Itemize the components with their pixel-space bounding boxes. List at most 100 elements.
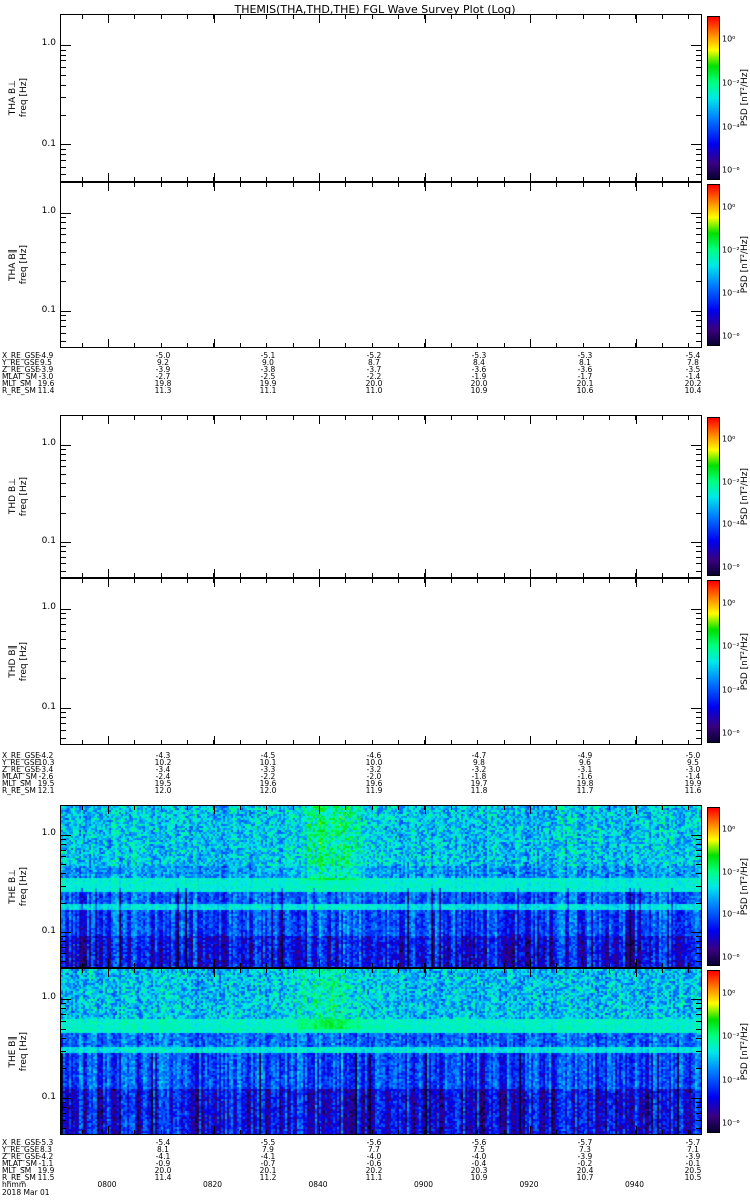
ephemeris-value: 9.5 xyxy=(687,758,699,767)
ephemeris-value: 19.9 xyxy=(37,1166,55,1175)
axis-tick xyxy=(239,15,241,19)
ephemeris-value: -5.4 xyxy=(155,1138,171,1147)
axis-tick xyxy=(696,618,701,620)
ephemeris-value: -2.2 xyxy=(260,772,276,781)
axis-tick xyxy=(61,332,66,334)
axis-tick xyxy=(556,343,558,347)
axis-tick xyxy=(345,416,347,420)
axis-tick xyxy=(81,15,83,19)
axis-tick xyxy=(61,84,66,86)
axis-tick xyxy=(61,474,66,476)
axis-tick xyxy=(319,339,320,347)
plot-area xyxy=(60,578,702,745)
axis-tick xyxy=(503,416,505,420)
axis-tick xyxy=(160,969,162,973)
axis-tick xyxy=(292,1130,294,1134)
spectrogram-image xyxy=(61,183,701,347)
axis-tick xyxy=(61,712,66,714)
axis-tick xyxy=(450,15,452,19)
y-tick-label-1p0: 1.0 xyxy=(41,38,56,49)
ephemeris-row-label: MLT_SM xyxy=(2,779,32,788)
axis-tick xyxy=(696,166,701,168)
ephemeris-row-label: Y_RE_GSE xyxy=(2,358,40,367)
axis-tick xyxy=(239,183,241,187)
colorbar-tick-2: 10⁻⁴ xyxy=(722,288,740,298)
axis-tick xyxy=(696,677,701,679)
ephemeris-value: 8.7 xyxy=(368,358,380,367)
axis-tick xyxy=(160,579,162,583)
axis-tick xyxy=(424,579,426,587)
axis-tick xyxy=(691,212,701,214)
panel-label: THE B⊥ xyxy=(7,869,18,904)
axis-tick xyxy=(609,806,611,810)
panel-label: THA B⊥ xyxy=(7,80,18,116)
axis-tick xyxy=(398,1130,400,1134)
axis-tick xyxy=(292,183,294,187)
colorbar-tick-1: 10⁻² xyxy=(722,1031,740,1041)
axis-tick xyxy=(266,963,268,967)
colorbar-tick-3: 10⁻⁶ xyxy=(722,728,740,738)
axis-tick xyxy=(691,44,701,46)
y-axis-label: freq [Hz] xyxy=(18,476,29,517)
colorbar-axis-label: PSD [nT²/Hz] xyxy=(739,14,750,182)
spectrogram-panel: THA B∥ freq [Hz] 1.0 0.1 10⁰ 10⁻² 10⁻⁴ 1… xyxy=(0,182,750,348)
axis-tick xyxy=(61,856,66,858)
axis-tick xyxy=(266,573,268,577)
axis-tick xyxy=(696,340,701,342)
ephemeris-value: 20.2 xyxy=(365,1166,383,1175)
axis-tick xyxy=(61,97,66,99)
axis-tick xyxy=(108,959,109,967)
axis-tick xyxy=(696,1119,701,1121)
axis-tick xyxy=(239,416,241,420)
colorbar-axis-label: PSD [nT²/Hz] xyxy=(739,968,750,1135)
axis-tick xyxy=(266,806,268,810)
ephemeris-value: -5.6 xyxy=(471,1138,487,1147)
ephemeris-value: -0.2 xyxy=(577,1159,593,1168)
axis-tick xyxy=(530,173,531,181)
colorbar-axis-label-text: PSD [nT²/Hz] xyxy=(739,632,750,691)
ephemeris-value: -0.6 xyxy=(366,1159,382,1168)
axis-tick xyxy=(556,963,558,967)
axis-tick xyxy=(134,740,136,744)
axis-tick xyxy=(266,969,268,973)
ephemeris-row: MLT_SM 19.6 19.8 19.9 20.0 20.0 20.1 20.2 xyxy=(0,380,750,388)
axis-tick xyxy=(345,740,347,744)
ephemeris-value: -3.1 xyxy=(577,765,593,774)
axis-tick xyxy=(635,173,637,181)
axis-tick xyxy=(424,416,426,424)
axis-tick xyxy=(556,416,558,420)
axis-tick xyxy=(582,1130,584,1134)
ephemeris-value: 11.6 xyxy=(684,786,702,795)
axis-tick xyxy=(696,546,701,548)
axis-tick xyxy=(424,1126,426,1134)
axis-tick xyxy=(61,495,66,497)
ephemeris-value: -5.6 xyxy=(366,1138,382,1147)
axis-tick xyxy=(696,1107,701,1109)
axis-tick xyxy=(661,963,663,967)
axis-tick xyxy=(635,806,637,814)
ephemeris-value: 7.3 xyxy=(579,1145,591,1154)
axis-tick xyxy=(81,969,83,973)
axis-tick xyxy=(61,563,66,565)
axis-tick xyxy=(61,54,66,56)
axis-tick xyxy=(477,343,479,347)
axis-tick xyxy=(345,1130,347,1134)
axis-tick xyxy=(696,717,701,719)
axis-tick xyxy=(398,579,400,583)
axis-tick xyxy=(696,217,701,219)
axis-tick xyxy=(696,660,701,662)
ephemeris-value: 9.0 xyxy=(262,358,274,367)
axis-tick xyxy=(609,573,611,577)
axis-tick xyxy=(424,959,426,967)
axis-tick xyxy=(134,177,136,181)
axis-tick xyxy=(609,579,611,583)
axis-tick xyxy=(108,969,109,977)
axis-tick xyxy=(696,940,701,942)
axis-tick xyxy=(319,173,320,181)
axis-tick xyxy=(345,15,347,19)
axis-tick xyxy=(398,806,400,810)
axis-tick xyxy=(398,183,400,187)
ephemeris-value: 20.4 xyxy=(576,1166,594,1175)
axis-tick xyxy=(81,343,83,347)
axis-tick xyxy=(696,902,701,904)
